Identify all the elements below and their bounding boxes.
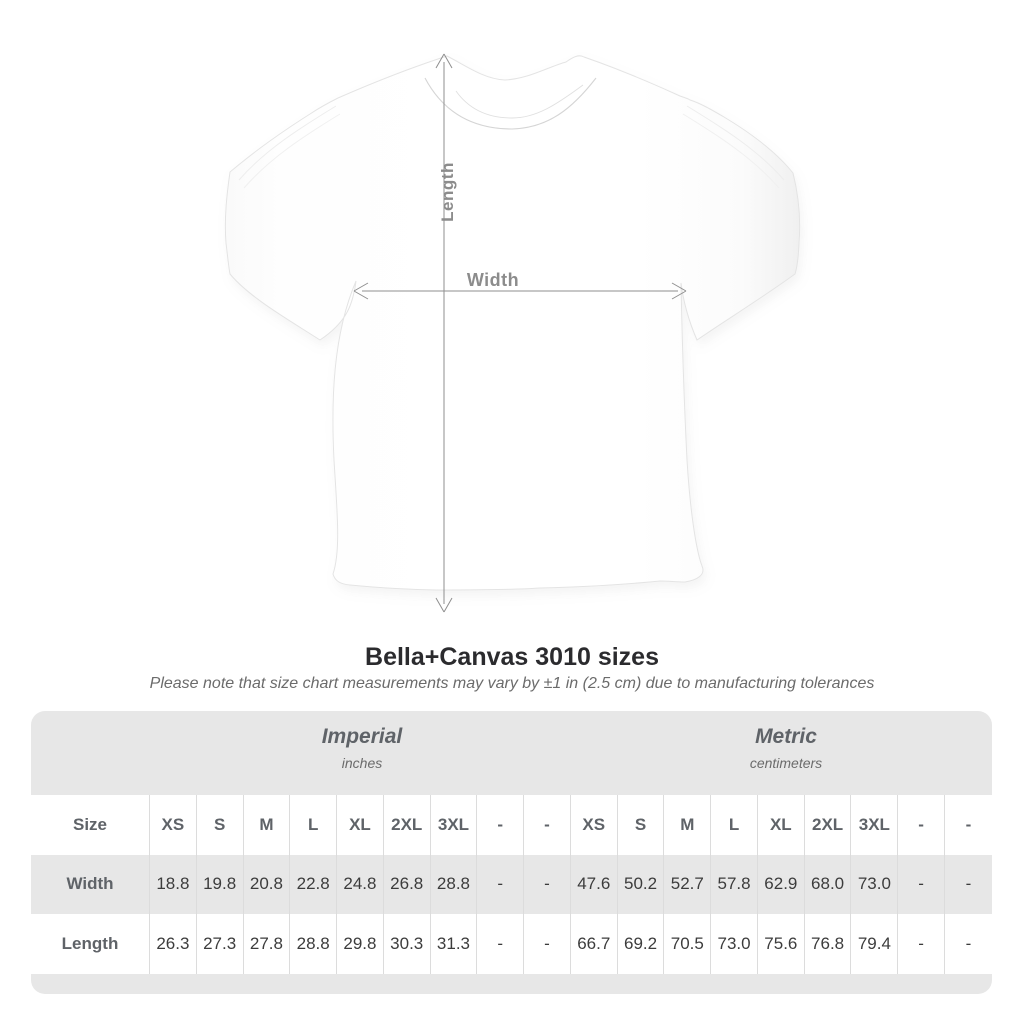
svg-text:Length: Length <box>438 162 457 222</box>
svg-text:Width: Width <box>467 270 519 290</box>
